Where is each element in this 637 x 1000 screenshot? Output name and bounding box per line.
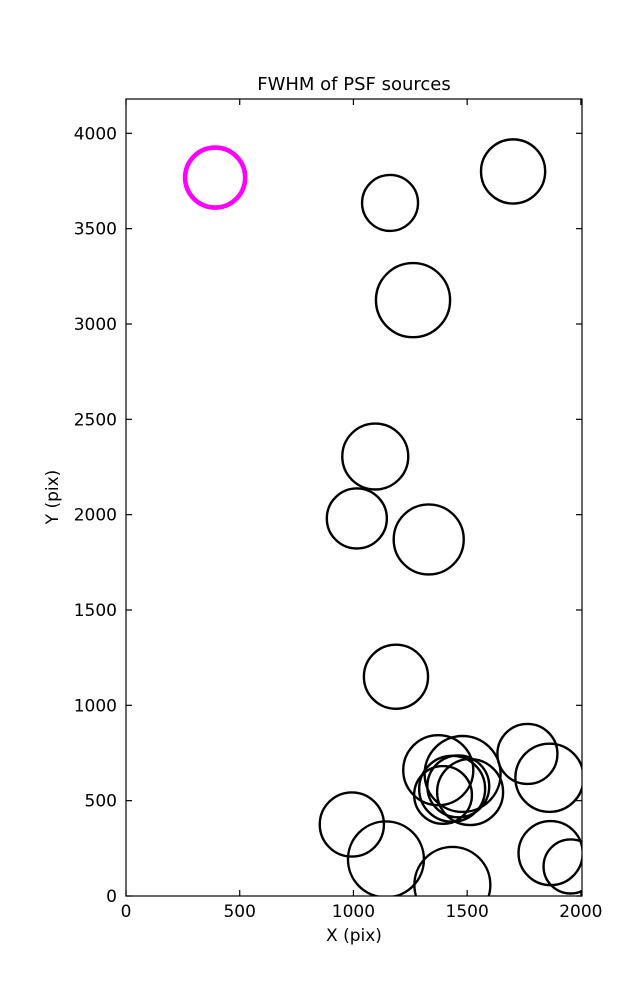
source-circle: [362, 643, 430, 710]
y-tick-label: 2000: [74, 506, 117, 526]
y-axis-ticks: 0 500 1000 1500 2000 2500 3000 3500 4000: [74, 124, 582, 907]
x-tick-label: 500: [223, 902, 255, 922]
x-axis-label: X (pix): [326, 926, 382, 946]
source-circle: [318, 791, 386, 858]
source-circle: [479, 138, 547, 205]
y-axis-label: Y (pix): [43, 470, 63, 526]
y-tick-label: 0: [106, 887, 117, 907]
y-tick-label: 2500: [74, 410, 117, 430]
source-circle: [412, 764, 474, 826]
y-tick-label: 1000: [74, 696, 117, 716]
x-tick-label: 2000: [559, 902, 602, 922]
y-tick-label: 3000: [74, 315, 117, 335]
x-axis-ticks: 0 500 1000 1500 2000: [121, 99, 602, 922]
x-tick-label: 0: [121, 902, 132, 922]
source-circle: [542, 838, 582, 895]
source-circle: [496, 722, 559, 786]
source-circle: [374, 261, 452, 339]
selected-source-circle: [182, 145, 248, 210]
source-circle: [341, 422, 410, 491]
source-circle: [402, 733, 475, 807]
source-circle: [360, 173, 420, 233]
source-circle: [413, 845, 492, 896]
plot-frame: [125, 98, 583, 897]
source-circles-layer: [182, 138, 582, 896]
x-tick-label: 1500: [446, 902, 489, 922]
plot-title: FWHM of PSF sources: [257, 74, 451, 95]
x-tick-label: 1000: [332, 902, 375, 922]
y-tick-label: 500: [85, 792, 117, 812]
source-circle: [514, 742, 582, 814]
y-tick-label: 1500: [74, 601, 117, 621]
source-circle: [435, 757, 505, 827]
y-tick-label: 3500: [74, 220, 117, 240]
source-circle: [325, 487, 389, 550]
y-tick-label: 4000: [74, 124, 117, 144]
source-circle: [517, 819, 582, 887]
source-circle: [392, 503, 465, 576]
source-circle: [346, 820, 426, 896]
